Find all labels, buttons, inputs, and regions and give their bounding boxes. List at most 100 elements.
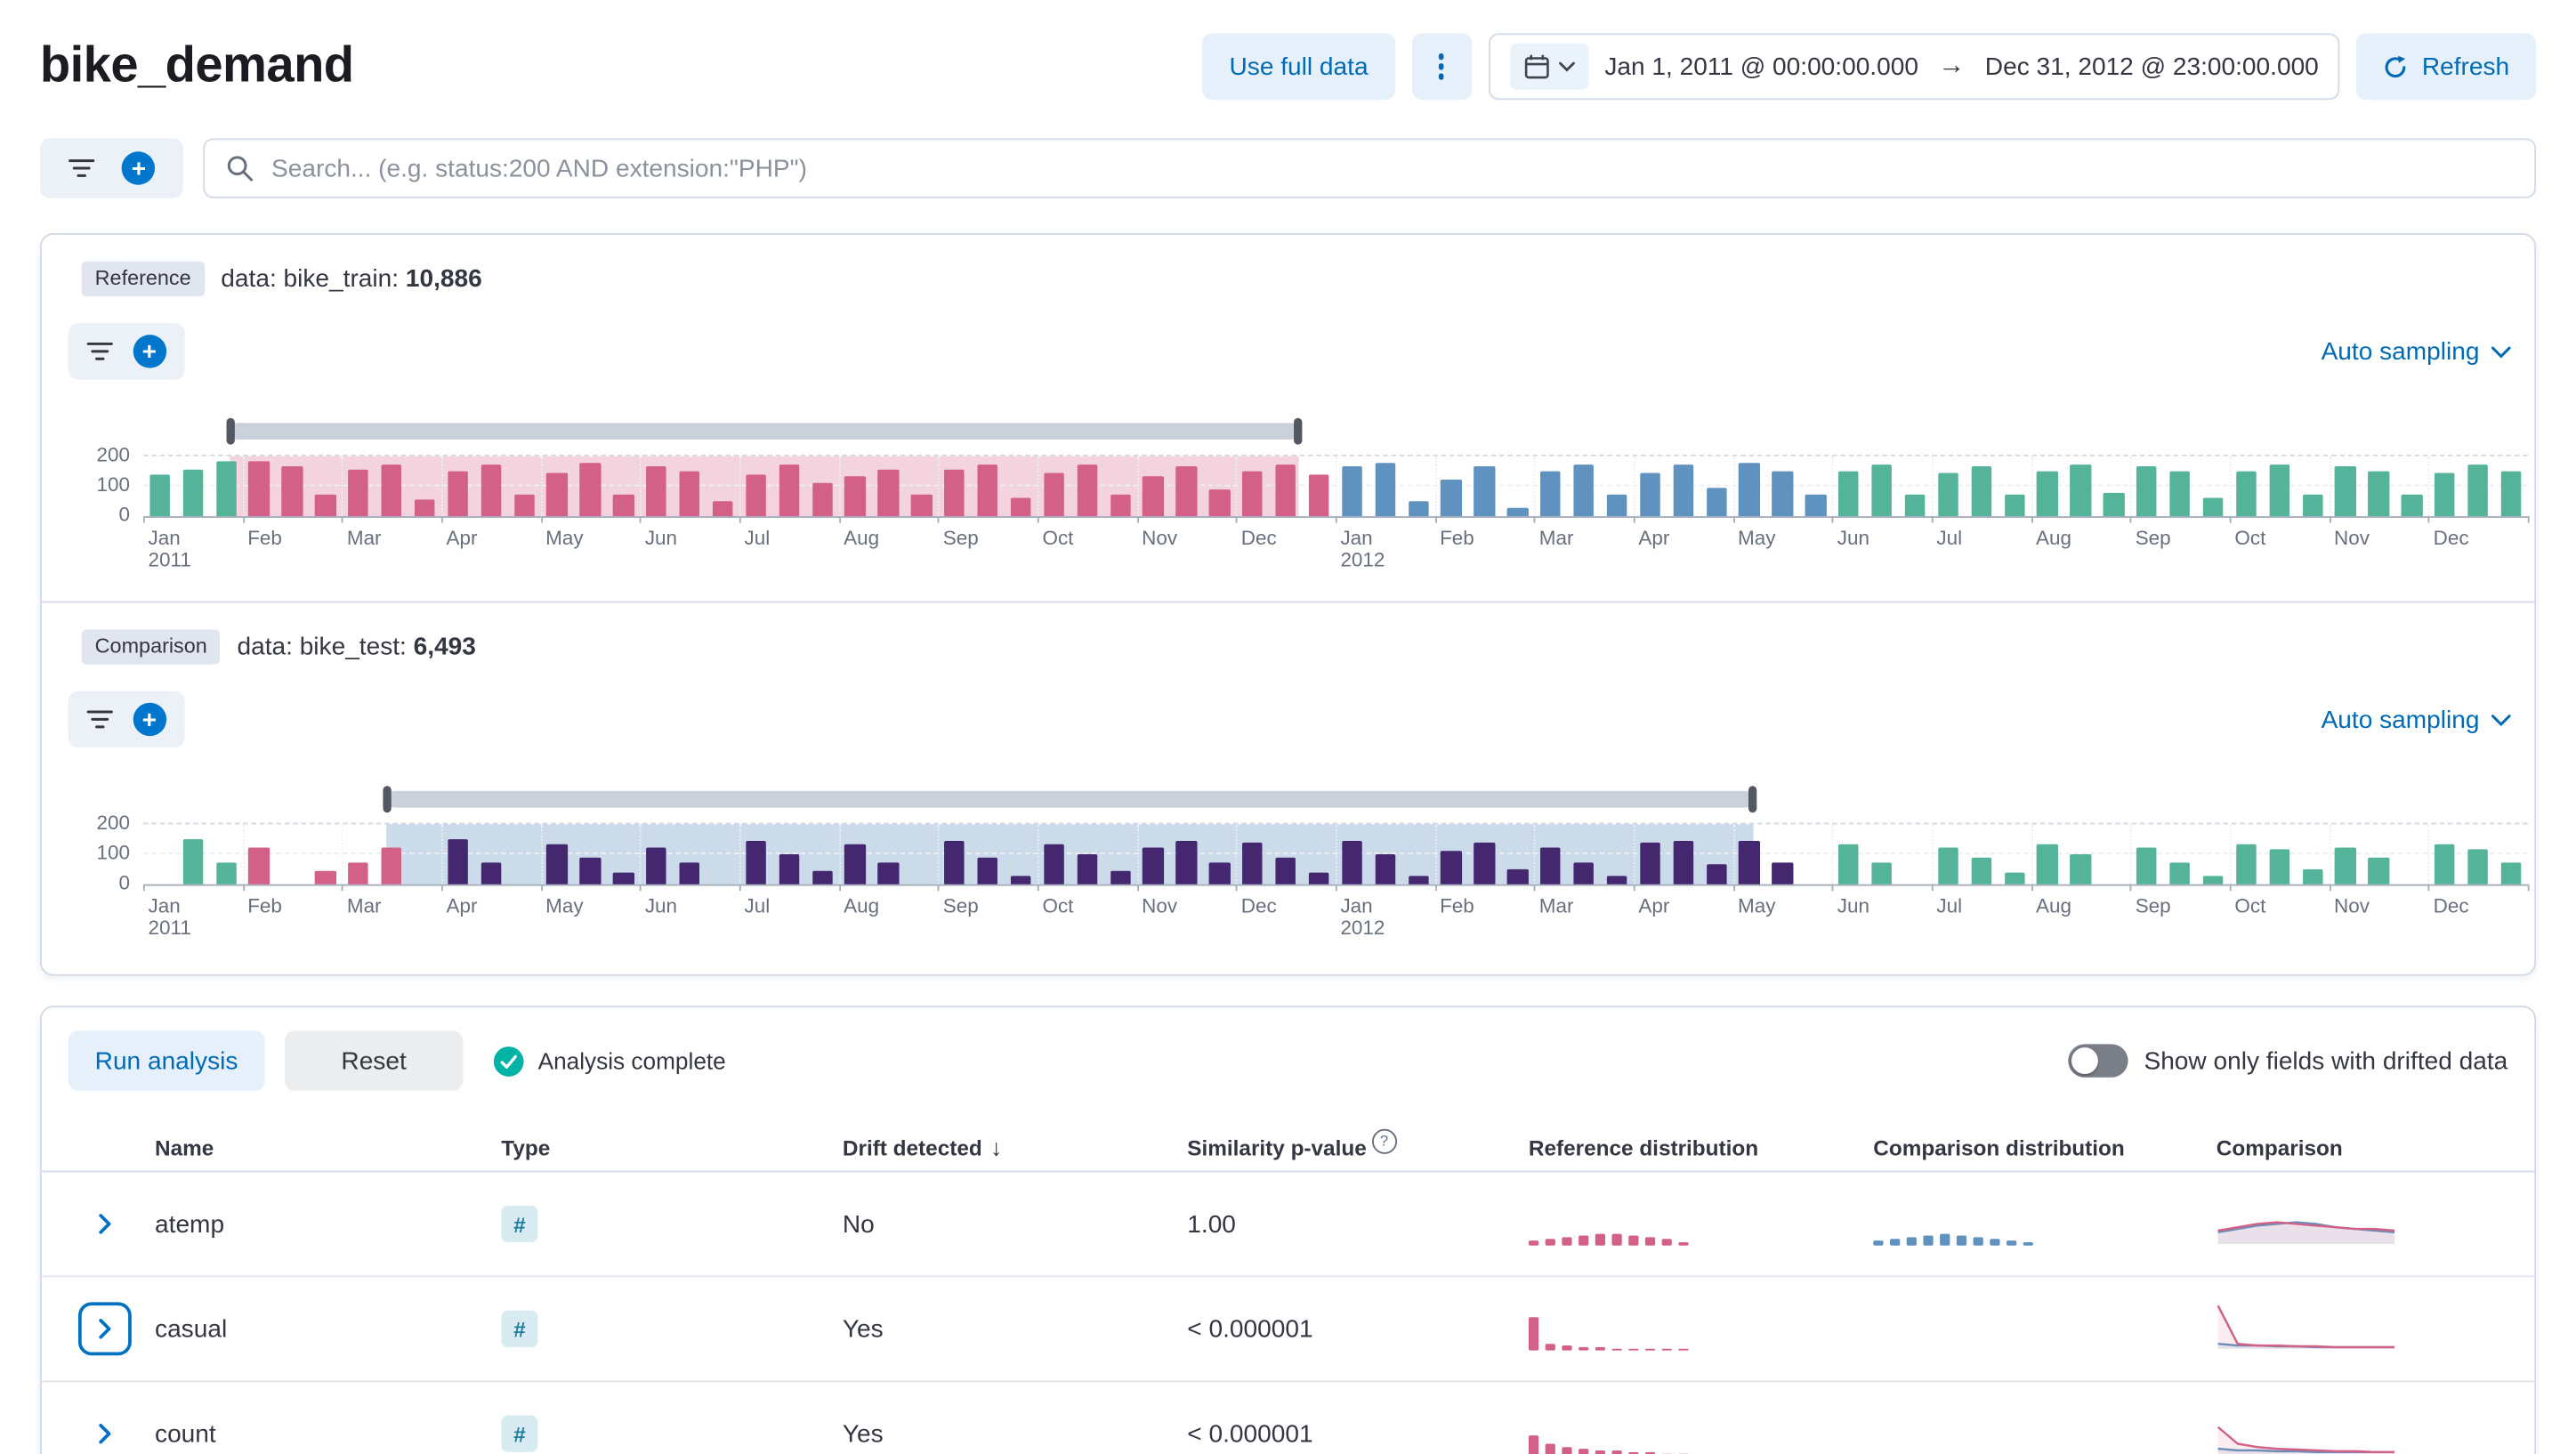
date-start[interactable]: Jan 1, 2011 @ 00:00:00.000: [1604, 52, 1918, 81]
histogram-bar: [944, 469, 965, 517]
gridline-month: [640, 456, 642, 517]
histogram-bar: [1474, 466, 1495, 517]
x-axis-label: Feb: [247, 526, 282, 550]
search-input[interactable]: Search... (e.g. status:200 AND extension…: [203, 138, 2537, 198]
brush-handle-start[interactable]: [226, 417, 235, 445]
show-drifted-only-toggle[interactable]: [2067, 1044, 2128, 1078]
gridline-month: [938, 456, 941, 517]
histogram-bar: [2401, 493, 2422, 517]
add-filter-button[interactable]: +: [133, 702, 166, 737]
histogram-bar: [2302, 868, 2323, 885]
column-type[interactable]: Type: [501, 1135, 551, 1160]
gridline-month: [1832, 456, 1834, 517]
expand-row-button[interactable]: [82, 1305, 128, 1352]
brush-handle-start[interactable]: [383, 786, 392, 813]
refresh-button[interactable]: Refresh: [2356, 33, 2537, 101]
time-range-brush[interactable]: [143, 417, 2528, 445]
histogram-bar: [2004, 495, 2025, 517]
filter-controls[interactable]: +: [39, 138, 183, 198]
brush-track[interactable]: [383, 786, 1756, 813]
comparison-sampling-menu[interactable]: Auto sampling: [2311, 704, 2521, 736]
axis-tick: [242, 516, 245, 523]
gridline-month: [2031, 456, 2033, 517]
expand-row-button[interactable]: [82, 1410, 128, 1454]
histogram-bar: [248, 460, 270, 517]
axis-tick: [142, 884, 145, 892]
y-axis-label: 100: [96, 473, 130, 497]
distribution-mini-chart: [1873, 1202, 2217, 1246]
histogram-bar: [1706, 864, 1727, 885]
chevron-down-icon: [2491, 345, 2511, 358]
y-axis-label: 0: [118, 503, 130, 527]
histogram-bar: [1077, 464, 1098, 517]
mini-bar: [1644, 1348, 1656, 1351]
brush-handle-end[interactable]: [1293, 417, 1303, 445]
histogram-bar: [1838, 844, 1860, 885]
reset-button[interactable]: Reset: [284, 1030, 464, 1091]
column-similarity-p-value[interactable]: Similarity p-value ?: [1187, 1127, 1529, 1159]
comparison-timeline-chart[interactable]: 200 100 0 Jan 2011 Feb Mar Apr May Jun Jul Aug Sep Oc…: [96, 776, 2530, 963]
x-axis-label: Feb: [247, 893, 282, 918]
axis-tick: [1037, 884, 1039, 892]
refresh-label: Refresh: [2421, 52, 2510, 81]
histogram-bar: [745, 473, 767, 517]
date-end[interactable]: Dec 31, 2012 @ 23:00:00.000: [1984, 52, 2319, 81]
info-icon[interactable]: ?: [1371, 1127, 1397, 1153]
gridline-month: [540, 456, 543, 517]
comparison-filter-controls[interactable]: +: [68, 691, 185, 748]
histogram-bar: [2368, 857, 2389, 885]
add-filter-button[interactable]: +: [133, 335, 166, 368]
axis-tick: [1534, 884, 1537, 892]
time-range-brush[interactable]: [143, 786, 2528, 813]
x-axis-label: Mar: [346, 526, 382, 550]
brush-track[interactable]: [226, 417, 1303, 445]
timeline-plot: [142, 822, 2528, 886]
quick-select-button[interactable]: [1509, 43, 1588, 91]
axis-tick: [2031, 884, 2033, 892]
gridline-month: [1434, 824, 1437, 885]
gridline-month: [2130, 824, 2132, 885]
timeline-plot: [142, 454, 2528, 518]
run-analysis-button[interactable]: Run analysis: [68, 1030, 265, 1091]
mini-bar: [1923, 1235, 1934, 1246]
histogram-bar: [1110, 493, 1131, 517]
reference-filter-controls[interactable]: +: [68, 323, 185, 380]
histogram-bar: [2500, 471, 2522, 517]
use-full-data-button[interactable]: Use full data: [1202, 33, 1395, 101]
comparison-header: Comparison data: bike_test: 6,493: [81, 629, 476, 665]
number-field-token-icon: #: [501, 1310, 538, 1347]
mini-bar: [1562, 1237, 1572, 1246]
expand-row-button[interactable]: [82, 1200, 128, 1247]
histogram-bar: [1308, 473, 1329, 517]
histogram-bar: [1375, 462, 1396, 517]
reference-sampling-menu[interactable]: Auto sampling: [2311, 335, 2521, 368]
histogram-bar: [1375, 854, 1396, 885]
axis-tick: [1832, 884, 1834, 892]
histogram-bar: [2202, 497, 2224, 517]
sort-desc-icon[interactable]: ↓: [990, 1134, 1003, 1161]
histogram-bar: [414, 499, 435, 517]
refresh-icon: [2386, 54, 2407, 77]
date-range-picker[interactable]: Jan 1, 2011 @ 00:00:00.000 → Dec 31, 201…: [1488, 33, 2341, 101]
boxes-vertical-button[interactable]: [1411, 33, 1472, 101]
x-axis-label: Jun: [1837, 526, 1869, 550]
mini-bar: [1595, 1233, 1605, 1246]
brush-handle-end[interactable]: [1748, 786, 1756, 813]
reference-timeline-chart[interactable]: 200 100 0 Jan 2011 Feb Mar Apr May Jun Jul Aug Sep Oc…: [96, 408, 2530, 594]
histogram-bar: [2202, 875, 2224, 885]
histogram-bar: [2467, 849, 2489, 885]
add-filter-button[interactable]: +: [122, 151, 156, 185]
histogram-bar: [2500, 863, 2522, 885]
table-row: count # Yes < 0.000001: [42, 1382, 2534, 1454]
gridline-month: [2329, 456, 2331, 517]
reference-badge: Reference: [81, 261, 205, 297]
histogram-bar: [1739, 840, 1760, 885]
column-drift-detected[interactable]: Drift detected ↓: [842, 1134, 1003, 1161]
x-axis-label: Dec: [2433, 526, 2469, 550]
histogram-bar: [1077, 854, 1098, 885]
x-axis-label: Dec: [2433, 893, 2469, 918]
y-axis-label: 100: [96, 841, 130, 865]
histogram-bar: [1175, 840, 1197, 885]
column-name[interactable]: Name: [155, 1135, 214, 1160]
axis-tick: [2229, 884, 2232, 892]
